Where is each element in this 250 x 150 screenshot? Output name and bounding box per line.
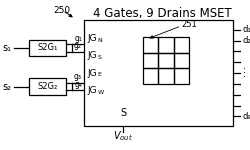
Bar bbox=[29, 78, 66, 95]
Bar bbox=[29, 40, 66, 56]
Bar bbox=[174, 37, 189, 53]
Text: JG: JG bbox=[88, 34, 98, 43]
Text: N: N bbox=[98, 38, 102, 43]
Text: ·: · bbox=[243, 64, 246, 74]
Text: ·: · bbox=[243, 68, 246, 78]
Text: d₉: d₉ bbox=[242, 112, 250, 121]
Text: ·: · bbox=[243, 72, 246, 82]
Text: g₁: g₁ bbox=[74, 34, 82, 43]
Text: JG: JG bbox=[88, 51, 98, 60]
Text: E: E bbox=[98, 72, 101, 78]
Bar bbox=[158, 68, 174, 84]
Text: 4 Gates, 9 Drains MSET: 4 Gates, 9 Drains MSET bbox=[93, 7, 232, 20]
Text: d₂: d₂ bbox=[242, 36, 250, 45]
Text: s₁: s₁ bbox=[2, 43, 12, 53]
Text: S: S bbox=[120, 108, 126, 118]
Bar bbox=[174, 53, 189, 68]
Bar bbox=[158, 53, 174, 68]
Bar bbox=[143, 68, 158, 84]
Bar bbox=[174, 68, 189, 84]
Bar bbox=[143, 53, 158, 68]
Text: JG: JG bbox=[88, 69, 98, 78]
Text: S2G₁: S2G₁ bbox=[37, 44, 58, 52]
Bar bbox=[143, 37, 158, 53]
Text: 251: 251 bbox=[181, 20, 197, 29]
Text: JG: JG bbox=[88, 86, 98, 95]
Text: d₁: d₁ bbox=[242, 25, 250, 34]
Bar bbox=[84, 20, 234, 126]
Text: S: S bbox=[98, 55, 101, 60]
Text: g₂: g₂ bbox=[74, 41, 82, 50]
Text: V$_{out}$: V$_{out}$ bbox=[113, 129, 133, 143]
Text: g₄: g₄ bbox=[74, 80, 82, 89]
Bar bbox=[158, 37, 174, 53]
Text: g₃: g₃ bbox=[74, 72, 82, 81]
Text: 250: 250 bbox=[53, 6, 70, 15]
Text: s₂: s₂ bbox=[2, 82, 12, 92]
Text: S2G₂: S2G₂ bbox=[37, 82, 58, 91]
Text: W: W bbox=[98, 90, 103, 95]
